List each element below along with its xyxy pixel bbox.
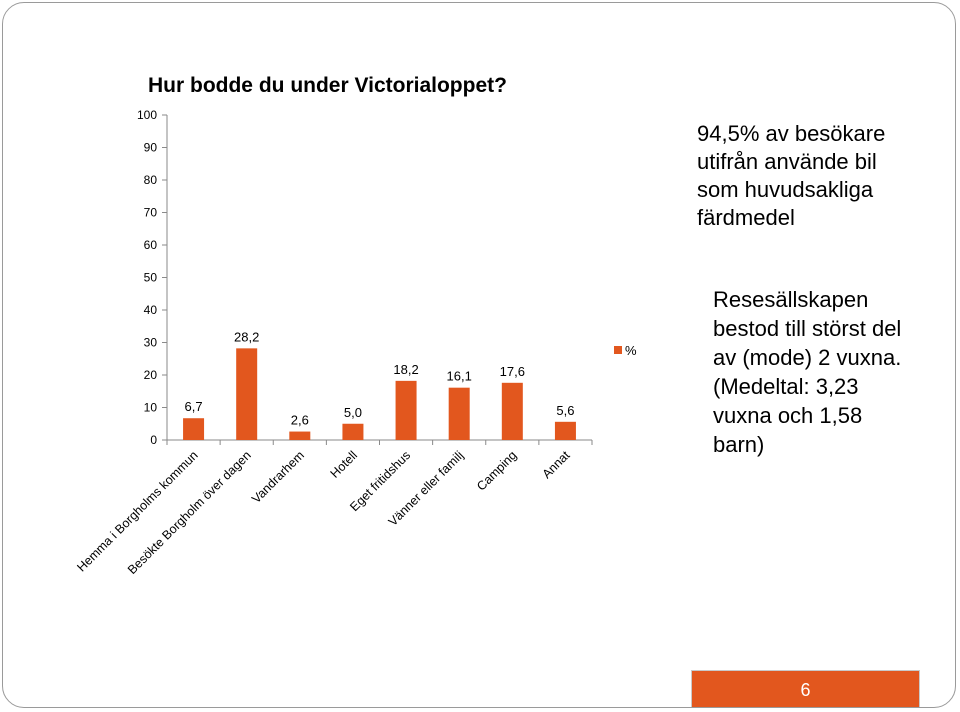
y-tick-label: 80 (144, 173, 158, 187)
bar-value-label: 2,6 (291, 413, 309, 428)
bar-value-label: 28,2 (234, 329, 259, 344)
bar (289, 431, 311, 440)
legend-label: % (625, 343, 637, 358)
y-tick-label: 100 (137, 108, 157, 122)
x-category-label: Camping (474, 448, 519, 493)
transport-note: 94,5% av besökare utifrån använde bil so… (697, 121, 886, 230)
bar-value-label: 5,0 (344, 405, 362, 420)
bar-chart: Hur bodde du under Victorialoppet? 0 10 20 3… (74, 74, 637, 577)
bar (448, 387, 470, 440)
bar (342, 423, 364, 440)
y-tick-label: 60 (144, 238, 158, 252)
bar (236, 348, 258, 440)
bar (554, 421, 576, 440)
page-number: 6 (800, 680, 811, 700)
bar (183, 418, 205, 440)
x-category-label: Hotell (328, 448, 361, 481)
y-tick-label: 50 (144, 271, 158, 285)
footer-bar: 6 (692, 671, 919, 707)
y-tick-label: 40 (144, 303, 158, 317)
travel-company-note: Resesällskapen bestod till störst del av… (713, 287, 902, 457)
bar (395, 380, 417, 440)
y-tick-label: 10 (144, 401, 158, 415)
x-category-label: Annat (540, 448, 573, 481)
y-tick-label: 70 (144, 206, 158, 220)
chart-title: Hur bodde du under Victorialoppet? (148, 74, 507, 97)
bar-value-label: 18,2 (393, 362, 418, 377)
y-tick-label: 0 (150, 433, 157, 447)
x-category-label: Vandrarhem (249, 448, 307, 506)
y-tick-label: 30 (144, 336, 158, 350)
bar-value-label: 16,1 (447, 369, 472, 384)
y-tick-label: 20 (144, 368, 158, 382)
bar-value-label: 6,7 (185, 399, 203, 414)
y-tick-label: 90 (144, 141, 158, 155)
bar-value-label: 17,6 (500, 364, 525, 379)
bar-value-label: 5,6 (556, 403, 574, 418)
bar (501, 382, 523, 440)
legend-swatch (614, 346, 622, 354)
